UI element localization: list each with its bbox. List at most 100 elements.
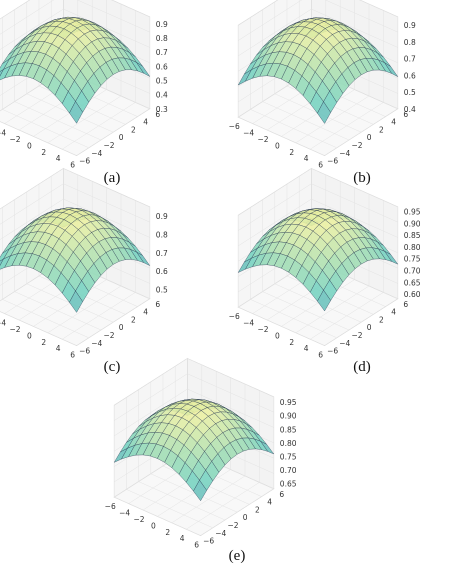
grid-line	[76, 298, 150, 346]
x-tick-label: 6	[318, 161, 323, 170]
grid-line	[76, 108, 150, 156]
z-tick-label: 0.95	[280, 398, 297, 407]
x-tick-label: 4	[304, 344, 309, 353]
panel-label: (e)	[229, 548, 246, 564]
z-tick-label: 0.9	[156, 20, 168, 29]
grid-line	[238, 168, 312, 216]
y-tick-label: 6	[279, 490, 284, 499]
z-tick-label: 0.75	[404, 255, 421, 264]
x-tick-label: −2	[257, 135, 268, 144]
z-tick-label: 0.6	[156, 62, 168, 71]
z-tick-label: 0.90	[404, 219, 421, 228]
y-tick-label: 2	[131, 315, 136, 324]
x-tick-label: 2	[165, 528, 170, 537]
panel-a: −6−4−20246−6−4−202460.30.40.50.60.70.80.…	[0, 0, 168, 186]
z-tick-label: 0.7	[404, 55, 416, 64]
y-tick-label: −6	[327, 157, 338, 166]
z-tick-label: 0.85	[280, 425, 297, 434]
z-tick-label: 0.75	[280, 452, 297, 461]
y-tick-label: −2	[351, 141, 362, 150]
y-tick-label: −6	[203, 537, 214, 546]
y-tick-label: −6	[327, 347, 338, 356]
x-tick-label: −4	[243, 129, 254, 138]
y-tick-label: −4	[215, 529, 226, 538]
z-tick-label: 0.3	[156, 105, 168, 114]
y-tick-label: 0	[243, 513, 248, 522]
y-tick-label: 4	[267, 498, 272, 507]
grid-line	[324, 0, 398, 33]
x-tick-label: −2	[9, 135, 20, 144]
grid-line	[311, 183, 398, 223]
z-tick-label: 0.80	[280, 439, 297, 448]
y-tick-label: −4	[339, 149, 350, 158]
y-tick-label: −2	[103, 331, 114, 340]
grid-line	[0, 0, 31, 20]
x-tick-label: 2	[289, 148, 294, 157]
grid-line	[0, 168, 64, 210]
z-tick-label: 0.8	[156, 230, 168, 239]
y-tick-label: 0	[119, 323, 124, 332]
grid-line	[0, 121, 77, 156]
x-tick-label: 6	[70, 161, 75, 170]
x-tick-label: 0	[275, 141, 280, 150]
grid-line	[238, 0, 279, 26]
z-tick-label: 0.65	[280, 479, 297, 488]
surface-facet	[69, 290, 83, 313]
panel-label: (c)	[104, 359, 121, 375]
y-tick-label: 6	[155, 110, 160, 119]
x-tick-label: 0	[151, 521, 156, 530]
y-tick-label: 4	[391, 308, 396, 317]
x-tick-label: −6	[229, 312, 240, 321]
x-tick-label: −2	[9, 325, 20, 334]
grid-line	[111, 0, 150, 18]
x-tick-label: −6	[229, 122, 240, 131]
y-tick-label: 4	[143, 118, 148, 127]
z-tick-label: 0.6	[404, 71, 416, 80]
y-tick-label: −4	[339, 339, 350, 348]
y-tick-label: 4	[391, 118, 396, 127]
z-tick-label: 0.5	[156, 76, 168, 85]
z-tick-label: 0.8	[404, 38, 416, 47]
grid-line	[311, 168, 398, 208]
y-tick-label: 6	[403, 110, 408, 119]
x-tick-label: 4	[180, 534, 185, 543]
x-tick-label: −2	[133, 515, 144, 524]
z-tick-label: 0.65	[404, 278, 421, 287]
x-tick-label: −2	[257, 325, 268, 334]
x-tick-label: 0	[275, 331, 280, 340]
x-tick-label: 0	[27, 331, 32, 340]
surface-facet	[193, 479, 207, 502]
y-tick-label: 2	[379, 315, 384, 324]
z-tick-label: 0.9	[156, 212, 168, 221]
y-tick-label: 0	[119, 133, 124, 142]
x-tick-label: 6	[194, 541, 199, 550]
y-tick-label: 4	[143, 308, 148, 317]
grid-line	[114, 373, 188, 421]
grid-line	[324, 298, 398, 346]
grid-line	[187, 358, 274, 398]
z-tick-label: 0.70	[280, 466, 297, 475]
z-tick-label: 0.5	[404, 88, 416, 97]
y-tick-label: 6	[403, 300, 408, 309]
grid-line	[0, 183, 64, 225]
panel-label: (b)	[353, 170, 371, 186]
grid-line	[76, 0, 150, 33]
panel-label: (d)	[353, 359, 371, 375]
grid-line	[359, 0, 398, 18]
x-tick-label: 4	[304, 154, 309, 163]
grid-line	[238, 183, 312, 231]
z-tick-label: 0.5	[156, 286, 168, 295]
x-tick-label: −4	[119, 509, 130, 518]
x-tick-label: 0	[27, 141, 32, 150]
y-tick-label: −6	[79, 347, 90, 356]
surface-facet	[317, 101, 331, 124]
z-tick-label: 0.90	[280, 412, 297, 421]
x-tick-label: 6	[70, 351, 75, 360]
x-tick-label: −6	[105, 502, 116, 511]
y-tick-label: 2	[131, 125, 136, 134]
x-tick-label: 2	[41, 148, 46, 157]
y-tick-label: 2	[255, 505, 260, 514]
